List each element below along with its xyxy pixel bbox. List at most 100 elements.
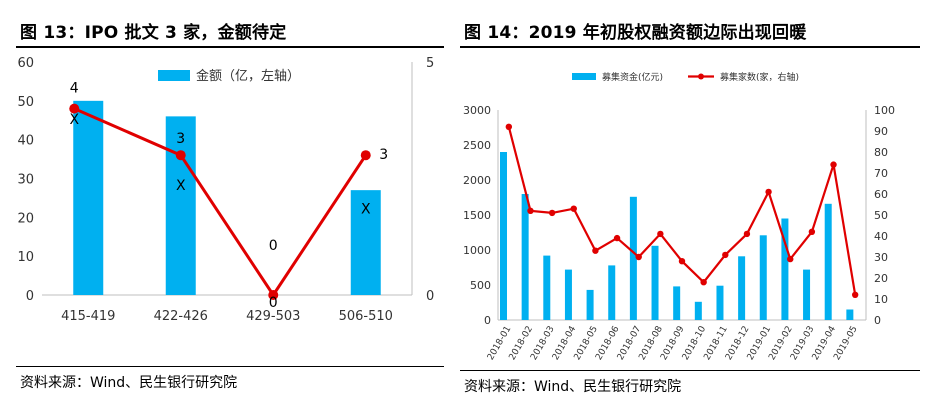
right-chart-right-tick-label: 90 [874, 125, 888, 138]
right-chart-bar [651, 245, 659, 320]
right-chart-right-tick-label: 20 [874, 272, 888, 285]
right-chart-line-point [808, 228, 816, 235]
right-chart-bar [759, 235, 767, 320]
left-point-label: 3 [176, 131, 185, 147]
right-chart-left-tick-label: 2500 [463, 139, 491, 152]
left-footer-rule [16, 366, 444, 367]
left-x-tick-label: 506-510 [339, 309, 393, 324]
right-chart-line-point [570, 205, 577, 212]
right-chart-left-tick-label: 500 [470, 279, 491, 292]
right-chart-panel: 图 14：2019 年初股权融资额边际出现回暖 0 500 1000 1500 2000… [452, 0, 927, 414]
left-y-tick-label: 50 [17, 95, 34, 110]
left-x-tick-label: 422-426 [154, 309, 208, 324]
right-chart-line-point [505, 123, 513, 130]
right-chart-bar [543, 255, 551, 320]
left-point-label: 4 [70, 81, 79, 97]
right-chart-line-point [830, 161, 837, 168]
right-chart-bar [521, 194, 529, 320]
left-bar-mark: X [69, 112, 79, 128]
right-chart-line-point [635, 253, 642, 261]
left-chart-panel: 图 13：IPO 批文 3 家，金额待定 0 10 20 30 40 50 60 0 5 415-… [0, 0, 452, 414]
right-legend-bar-swatch [572, 73, 596, 80]
left-zero-label: 0 [269, 238, 278, 254]
right-source-note: 资料来源：Wind、民生银行研究院 [464, 379, 682, 395]
right-chart-right-tick-label: 100 [874, 104, 895, 117]
left-line-point [175, 150, 186, 161]
right-chart-line-series [507, 126, 857, 295]
left-bar-mark: X [361, 201, 371, 217]
right-chart-right-tick-label: 60 [874, 188, 888, 201]
right-chart-bar [716, 285, 724, 320]
right-chart-right-tick-label: 80 [874, 146, 888, 159]
right-chart-line-point [851, 291, 859, 298]
right-chart-line-point [613, 234, 621, 242]
left-bar [73, 100, 104, 295]
right-chart-bar [564, 269, 572, 320]
left-y-tick-label: 0 [26, 289, 34, 304]
left-bar [350, 190, 381, 295]
right-chart-line-point [678, 258, 686, 265]
right-y-tick-label: 5 [426, 56, 434, 71]
left-x-tick-label: 415-419 [61, 309, 115, 324]
left-line-point [268, 290, 279, 300]
left-point-label: 0 [269, 295, 278, 311]
left-legend-swatch [158, 70, 190, 81]
right-chart-left-tick-label: 2000 [463, 174, 491, 187]
right-chart-line-point [765, 188, 772, 196]
right-chart-line-point [527, 207, 534, 214]
left-y-tick-label: 40 [17, 134, 34, 149]
right-chart-left-tick-label: 1000 [463, 244, 491, 257]
right-legend-bar-label: 募集资金(亿元) [602, 71, 663, 83]
left-y-tick-label: 20 [17, 211, 34, 226]
right-chart-line-point [592, 247, 599, 254]
right-chart-bar [781, 218, 789, 320]
left-bar [165, 116, 196, 295]
right-chart-bar [673, 286, 681, 320]
left-y-tick-label: 10 [17, 250, 34, 265]
right-chart-bar [629, 196, 637, 320]
left-y-tick-label: 60 [17, 56, 34, 71]
right-legend-line-label: 募集家数(家，右轴) [720, 71, 799, 83]
left-x-tick-label: 429-503 [246, 309, 300, 324]
left-line-series [73, 107, 368, 298]
right-chart-right-tick-label: 40 [874, 230, 888, 243]
right-chart-right-tick-label: 70 [874, 167, 888, 180]
left-source-note: 资料来源：Wind、民生银行研究院 [20, 375, 238, 391]
right-chart-bar [586, 289, 594, 320]
right-legend-line-marker [698, 73, 704, 80]
right-chart-title: 图 14：2019 年初股权融资额边际出现回暖 [464, 23, 807, 43]
right-chart-bar [694, 301, 702, 320]
right-chart-right-tick-label: 10 [874, 293, 888, 306]
right-chart-bar [608, 265, 616, 320]
right-title-rule [460, 46, 920, 48]
left-line-point [360, 150, 371, 161]
right-chart-left-tick-label: 0 [484, 314, 491, 327]
right-chart-line-point [700, 279, 707, 286]
right-chart-left-tick-label: 1500 [463, 209, 491, 222]
right-chart-bar [824, 203, 832, 320]
right-footer-rule [460, 370, 920, 371]
left-title-rule [16, 46, 444, 48]
left-point-label: 3 [379, 147, 388, 163]
right-chart-left-tick-label: 3000 [463, 104, 491, 117]
left-chart-title: 图 13：IPO 批文 3 家，金额待定 [20, 23, 287, 43]
right-chart-right-tick-label: 30 [874, 251, 888, 264]
left-line-point [69, 103, 80, 114]
right-chart-line-point [722, 251, 729, 259]
right-chart-line-point [787, 255, 794, 263]
right-chart-line-point [548, 209, 556, 217]
left-legend-label: 金额（亿，左轴） [196, 68, 300, 84]
right-chart-bar [500, 152, 507, 320]
right-chart-bar [846, 309, 854, 320]
right-chart-bar [738, 256, 746, 320]
left-bar-mark: X [176, 178, 186, 194]
right-y-tick-label: 0 [426, 289, 434, 304]
right-chart-right-tick-label: 50 [874, 209, 888, 222]
right-chart-line-point [657, 230, 664, 238]
right-chart-bar [803, 269, 811, 320]
right-chart-line-point [743, 230, 751, 238]
right-chart-right-tick-label: 0 [874, 314, 881, 327]
right-chart-svg: 0 500 1000 1500 2000 2500 3000 0 10 20 30 40 50 60 70 8… [463, 71, 895, 362]
left-y-tick-label: 30 [17, 173, 34, 188]
